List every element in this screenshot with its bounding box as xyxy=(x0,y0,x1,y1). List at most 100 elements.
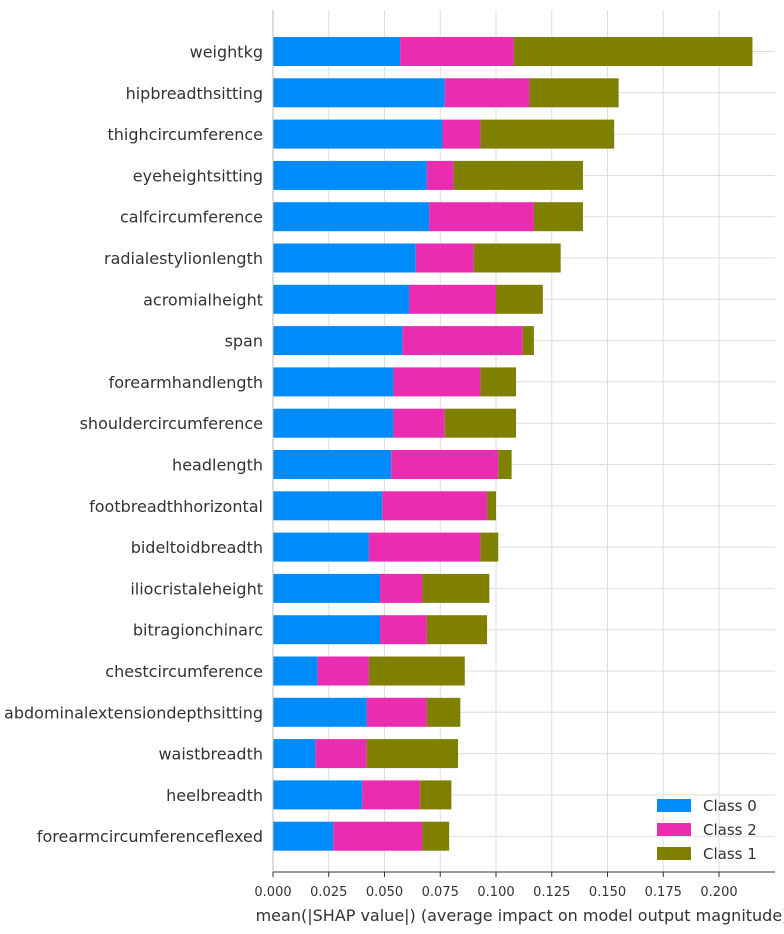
feature-label-abdominalextensiondepthsitting: abdominalextensiondepthsitting xyxy=(4,703,263,722)
feature-label-thighcircumference: thighcircumference xyxy=(108,125,263,144)
bar-class-0 xyxy=(273,37,401,66)
bar-class-1 xyxy=(498,450,512,479)
x-tick-label: 0.000 xyxy=(254,885,291,900)
bar-class-2 xyxy=(442,119,481,149)
bar-class-1 xyxy=(426,697,461,727)
bar-class-2 xyxy=(391,450,499,479)
bar-class-1 xyxy=(366,739,459,769)
bar-class-2 xyxy=(426,160,454,190)
legend-swatch-class-2 xyxy=(657,823,691,836)
feature-label-weightkg: weightkg xyxy=(190,43,263,62)
bar-class-0 xyxy=(273,573,381,603)
x-tick-label: 0.150 xyxy=(589,885,626,900)
feature-labels: weightkg hipbreadthsitting thighcircumfere… xyxy=(4,43,263,847)
bar-class-2 xyxy=(362,780,421,810)
legend-swatch-class-0 xyxy=(657,799,691,812)
bar-class-1 xyxy=(522,326,534,356)
bar-class-1 xyxy=(496,284,543,314)
bar-class-1 xyxy=(426,615,488,645)
bar-class-2 xyxy=(415,243,474,273)
legend: Class 0 Class 2 Class 1 xyxy=(657,797,757,863)
x-axis-title: mean(|SHAP value|) (average impact on mo… xyxy=(256,906,784,925)
feature-label-eyeheightsitting: eyeheightsitting xyxy=(133,166,263,185)
bar-class-1 xyxy=(420,780,452,810)
bar-class-0 xyxy=(273,408,394,438)
feature-label-shouldercircumference: shouldercircumference xyxy=(80,414,263,433)
axes xyxy=(272,10,775,877)
feature-label-span: span xyxy=(225,332,263,351)
feature-label-waistbreadth: waistbreadth xyxy=(158,745,263,764)
legend-label-class-2: Class 2 xyxy=(703,821,757,839)
feature-label-headlength: headlength xyxy=(172,456,263,475)
bar-class-2 xyxy=(400,37,514,66)
bar-class-1 xyxy=(480,367,517,397)
feature-label-chestcircumference: chestcircumference xyxy=(105,662,263,681)
bar-class-2 xyxy=(380,615,427,645)
feature-label-calfcircumference: calfcircumference xyxy=(120,208,263,227)
x-tick-label: 0.075 xyxy=(422,885,459,900)
bar-class-1 xyxy=(444,408,517,438)
bar-class-0 xyxy=(273,243,416,273)
bar-class-2 xyxy=(333,821,423,851)
x-tick-labels: 0.000 0.025 0.050 0.075 0.100 0.125 0.150 0.175… xyxy=(254,885,737,900)
legend-label-class-1: Class 1 xyxy=(703,845,757,863)
bar-class-0 xyxy=(273,202,430,232)
bar-class-1 xyxy=(480,119,615,149)
bar-class-1 xyxy=(487,491,496,521)
feature-label-forearmhandlength: forearmhandlength xyxy=(109,373,263,392)
feature-label-hipbreadthsitting: hipbreadthsitting xyxy=(126,84,263,103)
bar-class-0 xyxy=(273,160,427,190)
bar-class-2 xyxy=(368,532,481,562)
bar-class-2 xyxy=(444,78,530,108)
bar-class-2 xyxy=(315,739,367,769)
x-tick-label: 0.025 xyxy=(310,885,347,900)
bar-class-2 xyxy=(380,573,423,603)
bar-class-0 xyxy=(273,780,363,810)
bar-class-2 xyxy=(429,202,534,232)
bar-class-0 xyxy=(273,78,445,108)
bar-class-1 xyxy=(513,37,753,66)
x-tick-label: 0.200 xyxy=(700,885,737,900)
bar-class-1 xyxy=(368,656,465,686)
bar-class-1 xyxy=(533,202,583,232)
x-tick-label: 0.100 xyxy=(477,885,514,900)
bar-class-2 xyxy=(317,656,369,686)
bar-class-0 xyxy=(273,615,381,645)
bar-class-0 xyxy=(273,284,410,314)
bar-class-0 xyxy=(273,450,392,479)
bar-class-2 xyxy=(393,408,445,438)
bar-class-1 xyxy=(422,821,450,851)
bar-class-2 xyxy=(366,697,427,727)
bar-class-0 xyxy=(273,367,394,397)
bars xyxy=(273,37,753,851)
bar-class-0 xyxy=(273,326,403,356)
bar-class-0 xyxy=(273,821,334,851)
feature-label-iliocristaleheight: iliocristaleheight xyxy=(130,579,263,598)
legend-swatch-class-1 xyxy=(657,847,691,860)
bar-class-0 xyxy=(273,491,383,521)
bar-class-0 xyxy=(273,532,369,562)
bar-class-0 xyxy=(273,119,443,149)
bar-class-1 xyxy=(529,78,619,108)
bar-class-1 xyxy=(480,532,499,562)
x-tick-label: 0.175 xyxy=(645,885,682,900)
bar-class-0 xyxy=(273,697,367,727)
x-tick-label: 0.125 xyxy=(533,885,570,900)
bar-class-0 xyxy=(273,739,316,769)
bar-class-2 xyxy=(409,284,496,314)
feature-label-bitragionchinarc: bitragionchinarc xyxy=(133,621,263,640)
bar-class-2 xyxy=(382,491,488,521)
bar-class-1 xyxy=(453,160,583,190)
bar-class-2 xyxy=(402,326,523,356)
legend-label-class-0: Class 0 xyxy=(703,797,757,815)
bar-class-0 xyxy=(273,656,318,686)
feature-label-heelbreadth: heelbreadth xyxy=(166,786,263,805)
feature-label-forearmcircumferenceflexed: forearmcircumferenceflexed xyxy=(37,827,263,846)
bar-class-2 xyxy=(393,367,481,397)
bar-class-1 xyxy=(473,243,561,273)
x-tick-label: 0.050 xyxy=(366,885,403,900)
feature-label-bideltoidbreadth: bideltoidbreadth xyxy=(131,538,263,557)
feature-label-acromialheight: acromialheight xyxy=(143,290,263,309)
